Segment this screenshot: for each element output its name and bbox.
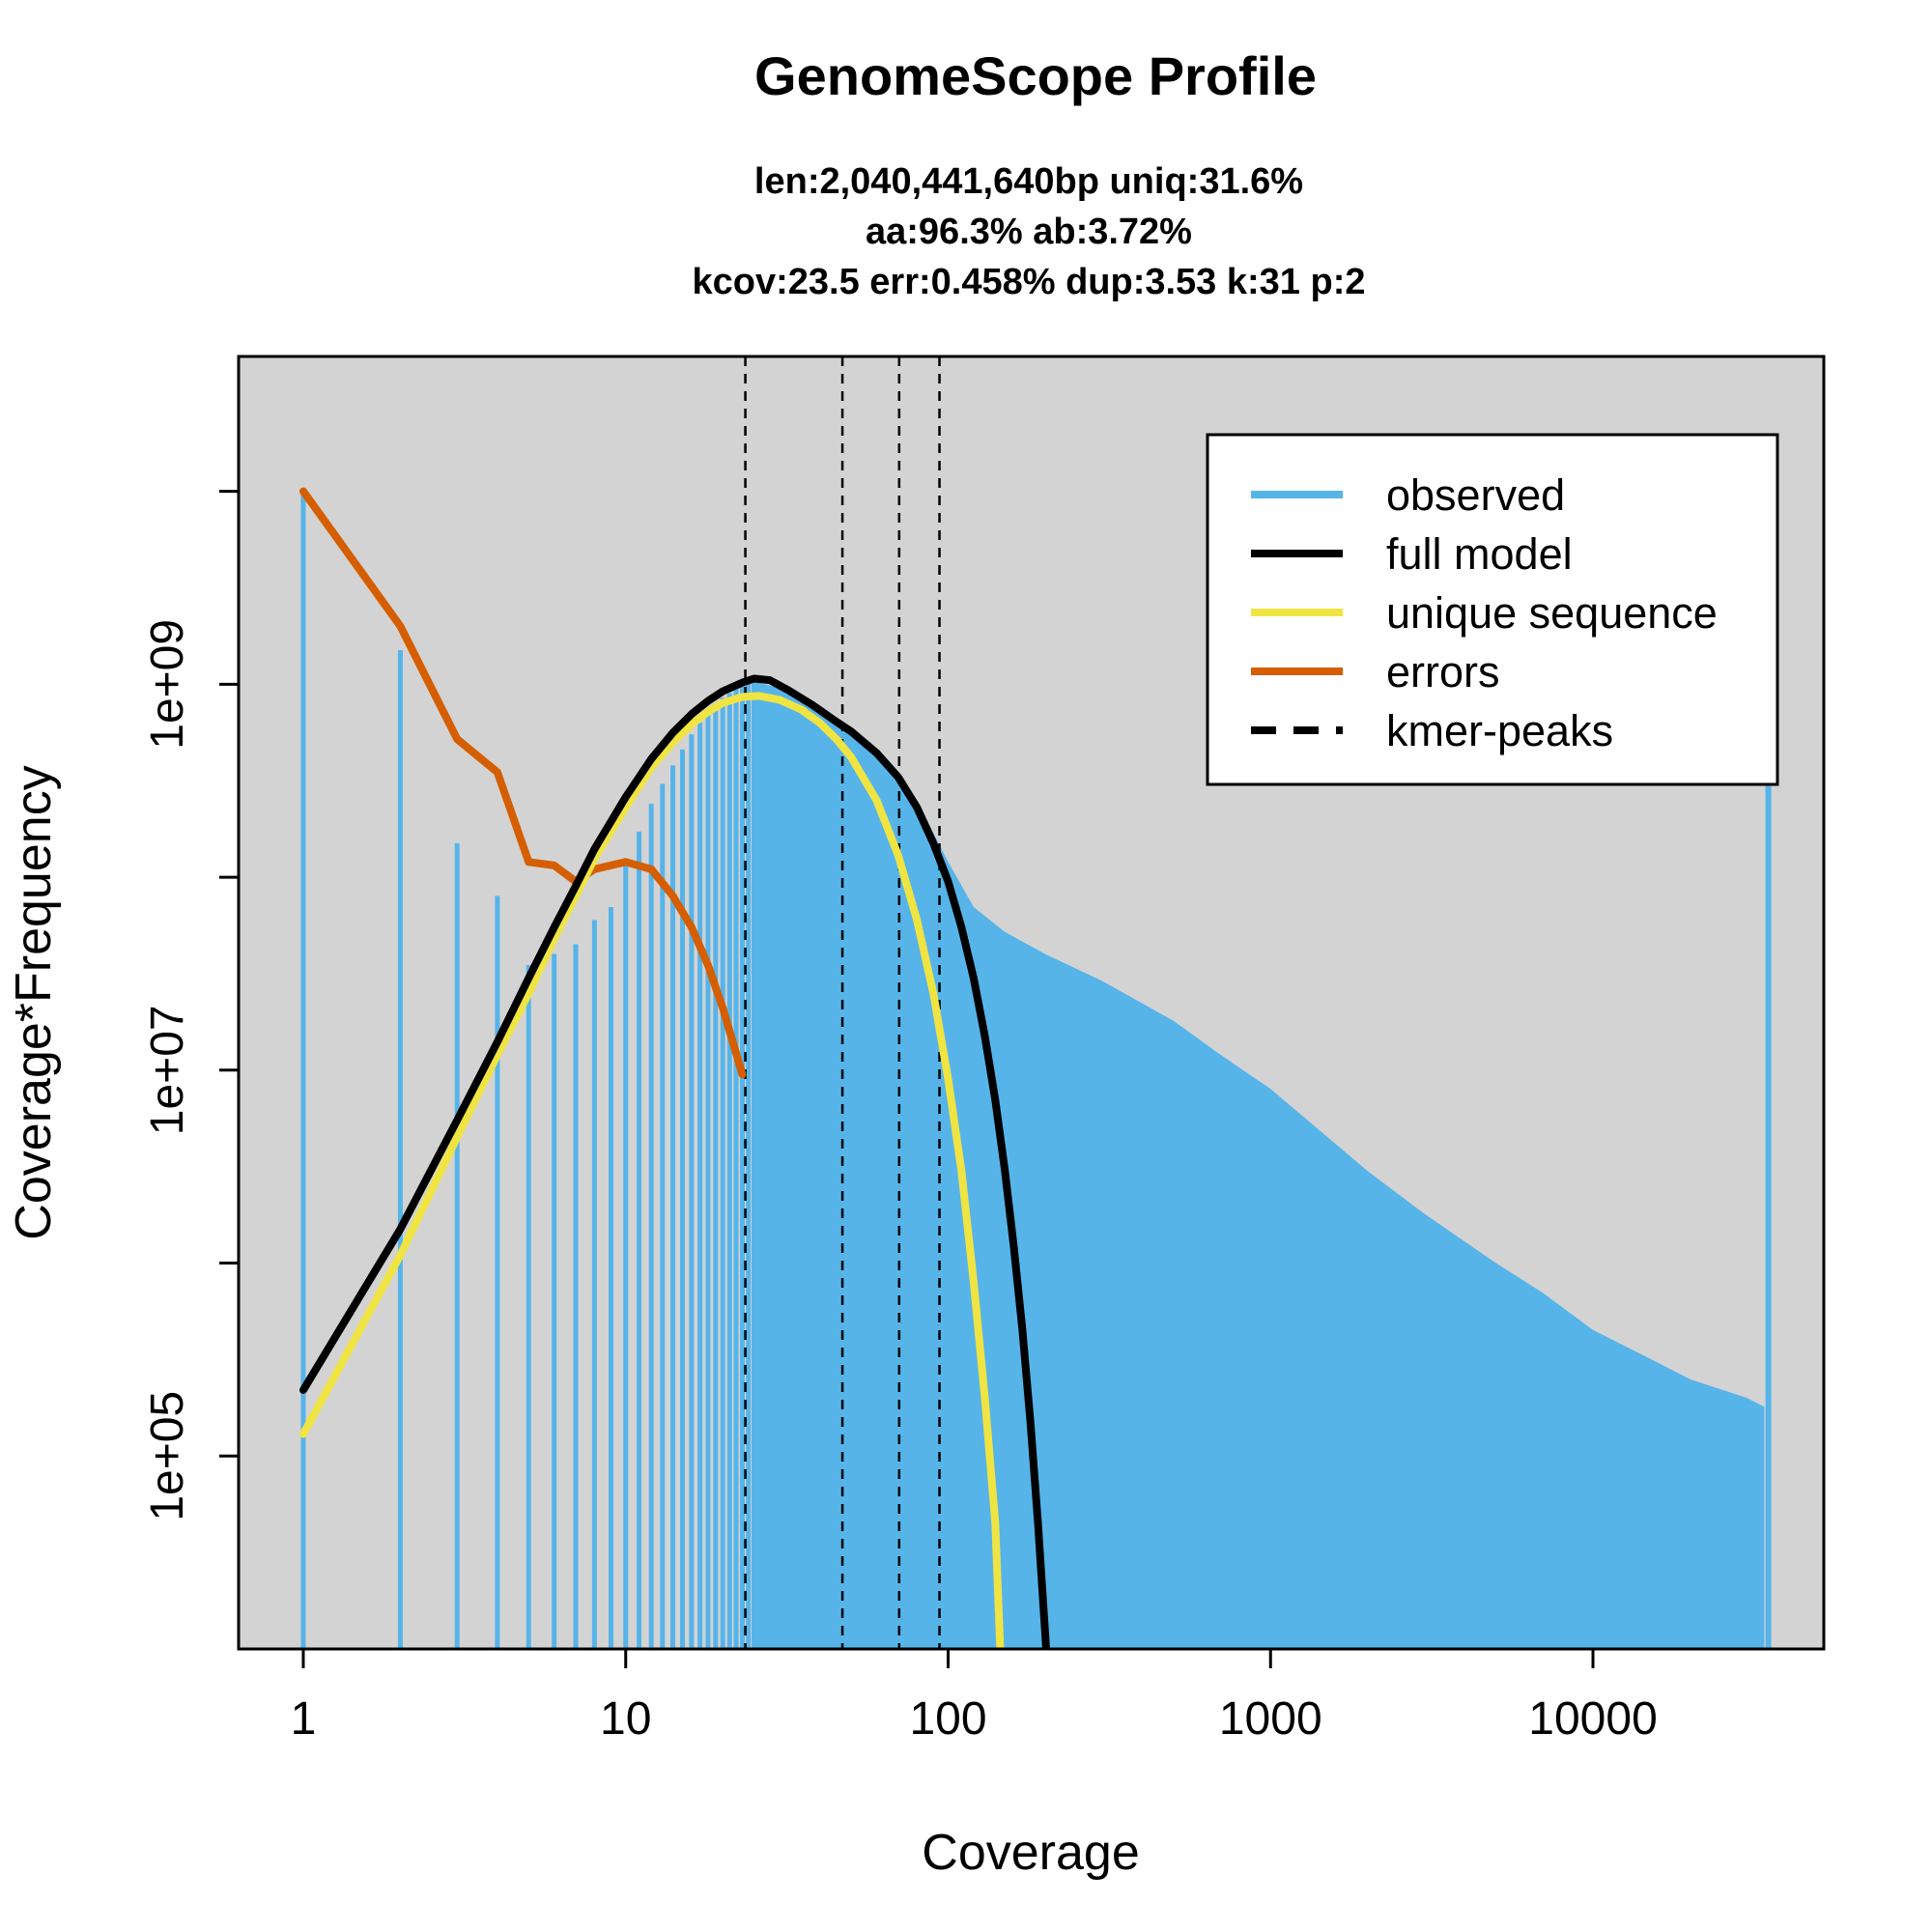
y-tick-label: 1e+09 xyxy=(142,619,193,750)
legend-label: observed xyxy=(1386,470,1565,520)
chart-subtitle-line-2: aa:96.3% ab:3.72% xyxy=(866,212,1192,252)
legend-label: errors xyxy=(1386,647,1500,696)
y-axis-label: Coverage*Frequency xyxy=(6,765,62,1239)
legend-label: full model xyxy=(1386,529,1573,579)
x-axis-label: Coverage xyxy=(922,1825,1139,1881)
legend-label: kmer-peaks xyxy=(1386,706,1613,755)
x-tick-label: 1 xyxy=(291,1693,317,1745)
chart-subtitle-line-3: kcov:23.5 err:0.458% dup:3.53 k:31 p:2 xyxy=(692,262,1365,302)
observed-area xyxy=(753,681,1765,1649)
x-tick-label: 10000 xyxy=(1528,1693,1657,1745)
errors-line xyxy=(299,487,747,1079)
y-tick-label: 1e+05 xyxy=(142,1391,193,1521)
x-axis: 1 10 100 1000 10000 xyxy=(291,1647,1658,1745)
chart-subtitle-line-1: len:2,040,441,640bp uniq:31.6% xyxy=(754,161,1303,202)
model-series xyxy=(299,487,1050,1649)
chart-title: GenomeScope Profile xyxy=(754,45,1317,106)
y-axis: 1e+05 1e+07 1e+09 xyxy=(142,490,241,1521)
unique-sequence-line xyxy=(299,692,1005,1649)
y-tick-label: 1e+07 xyxy=(142,1005,193,1135)
x-tick-label: 10 xyxy=(600,1693,651,1745)
x-tick-label: 100 xyxy=(909,1693,986,1745)
observed-series xyxy=(300,441,1772,1649)
legend: observed full model unique sequence errors k… xyxy=(1206,433,1779,786)
x-tick-label: 1000 xyxy=(1219,1693,1322,1745)
kmer-peaks xyxy=(744,356,941,1649)
full-model-line xyxy=(299,674,1050,1649)
legend-label: unique sequence xyxy=(1386,588,1718,638)
